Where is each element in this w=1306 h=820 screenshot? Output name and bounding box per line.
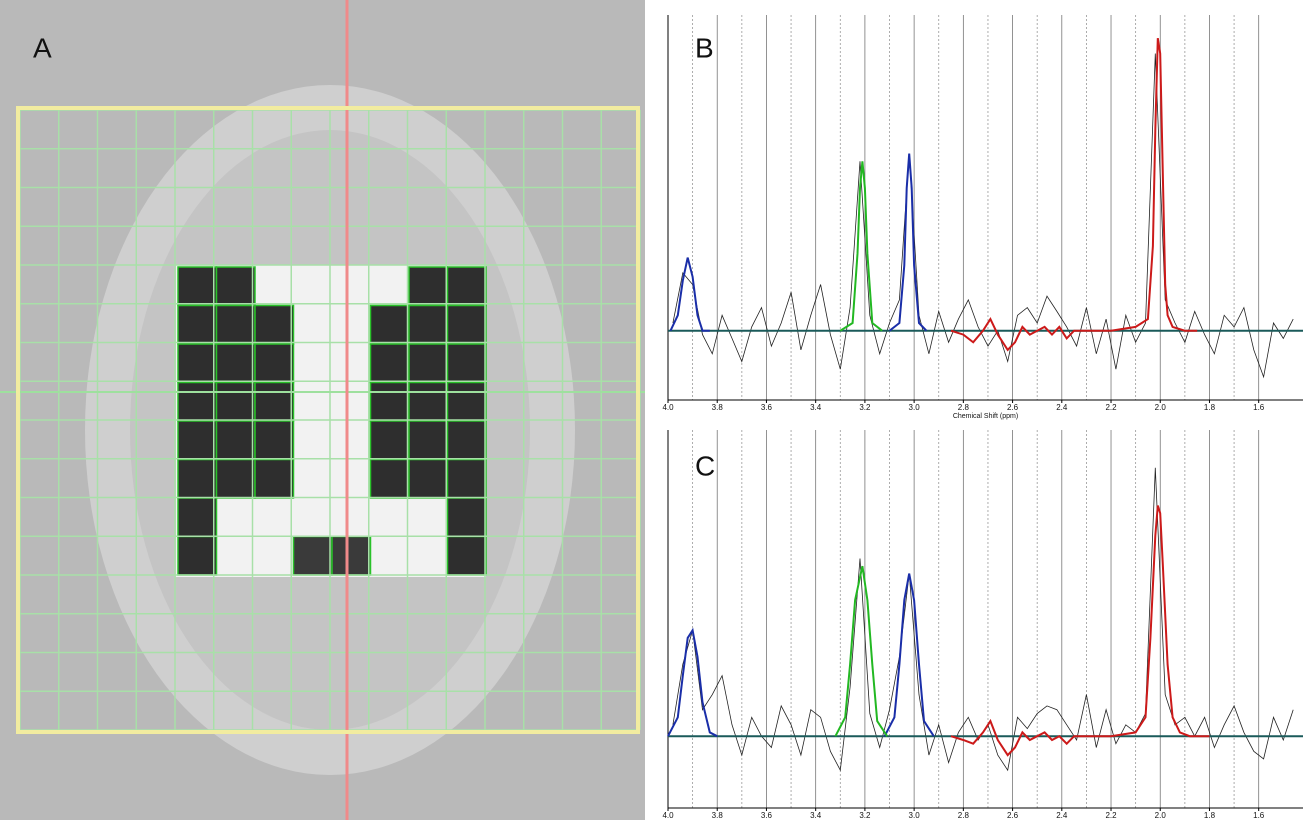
voxel bbox=[177, 420, 218, 461]
voxel bbox=[177, 381, 218, 422]
spectrum-line bbox=[883, 573, 935, 737]
spectrum-line bbox=[839, 161, 883, 332]
x-tick-label: 2.2 bbox=[1105, 811, 1117, 820]
voxel bbox=[254, 381, 295, 422]
voxel bbox=[254, 420, 295, 461]
x-tick-label: 1.8 bbox=[1204, 403, 1216, 412]
voxel bbox=[215, 381, 256, 422]
spectrum-line bbox=[950, 37, 1198, 352]
voxel bbox=[408, 304, 449, 345]
x-tick-label: 1.6 bbox=[1253, 403, 1265, 412]
voxel bbox=[369, 343, 410, 384]
x-tick-label: 2.6 bbox=[1007, 403, 1019, 412]
panel-label: C bbox=[695, 450, 715, 481]
voxel bbox=[408, 266, 449, 307]
fov-box bbox=[16, 106, 640, 734]
spectrum-line bbox=[950, 505, 1210, 757]
voxel bbox=[446, 266, 487, 307]
voxel bbox=[331, 535, 372, 576]
x-tick-label: 3.8 bbox=[712, 403, 724, 412]
x-tick-label: 3.2 bbox=[859, 403, 871, 412]
x-tick-label: 2.4 bbox=[1056, 403, 1068, 412]
panel-label: A bbox=[33, 32, 52, 63]
voxel bbox=[215, 266, 256, 307]
x-tick-label: 2.0 bbox=[1155, 811, 1167, 820]
voxel bbox=[446, 381, 487, 422]
voxel bbox=[408, 343, 449, 384]
x-tick-label: 3.4 bbox=[810, 403, 822, 412]
plot-area bbox=[668, 430, 1303, 808]
voxel bbox=[408, 458, 449, 499]
voxel bbox=[369, 458, 410, 499]
voxel bbox=[446, 304, 487, 345]
voxel bbox=[446, 497, 487, 538]
voxel bbox=[254, 343, 295, 384]
voxel bbox=[215, 420, 256, 461]
x-tick-label: 3.6 bbox=[761, 403, 773, 412]
x-tick-label: 1.8 bbox=[1204, 811, 1216, 820]
voxel bbox=[369, 381, 410, 422]
voxel bbox=[177, 304, 218, 345]
x-tick-label: 2.8 bbox=[958, 811, 970, 820]
x-axis-label: Chemical Shift (ppm) bbox=[953, 413, 1018, 420]
voxel bbox=[369, 420, 410, 461]
spectrum-line bbox=[672, 53, 1294, 379]
plot-area bbox=[668, 15, 1303, 400]
voxel bbox=[446, 420, 487, 461]
x-tick-label: 3.4 bbox=[810, 811, 822, 820]
mri-panel bbox=[0, 0, 645, 820]
x-tick-label: 2.0 bbox=[1155, 403, 1167, 412]
voxel bbox=[215, 343, 256, 384]
voxel bbox=[177, 497, 218, 538]
x-tick-label: 1.6 bbox=[1253, 811, 1265, 820]
voxel bbox=[177, 535, 218, 576]
spectrum-line bbox=[834, 565, 888, 737]
voxel bbox=[408, 381, 449, 422]
voxel bbox=[254, 304, 295, 345]
voxel bbox=[446, 535, 487, 576]
voxel bbox=[254, 458, 295, 499]
voxel bbox=[446, 343, 487, 384]
spectrum-line bbox=[888, 153, 928, 332]
x-tick-label: 2.4 bbox=[1056, 811, 1068, 820]
x-tick-label: 2.2 bbox=[1105, 403, 1117, 412]
voxel bbox=[177, 266, 218, 307]
spectrum-line bbox=[669, 257, 710, 332]
voxel bbox=[408, 420, 449, 461]
x-tick-label: 2.8 bbox=[958, 403, 970, 412]
x-tick-label: 3.8 bbox=[712, 811, 724, 820]
x-tick-label: 4.0 bbox=[662, 403, 674, 412]
voxel bbox=[446, 458, 487, 499]
spectrum-line bbox=[667, 627, 718, 738]
voxel bbox=[215, 304, 256, 345]
x-tick-label: 3.2 bbox=[859, 811, 871, 820]
x-tick-label: 3.0 bbox=[909, 811, 921, 820]
x-tick-label: 3.0 bbox=[909, 403, 921, 412]
voxel bbox=[292, 535, 333, 576]
x-tick-label: 3.6 bbox=[761, 811, 773, 820]
voxel bbox=[369, 304, 410, 345]
voxel bbox=[177, 343, 218, 384]
x-tick-label: 2.6 bbox=[1007, 811, 1019, 820]
panel-label: B bbox=[695, 32, 714, 63]
x-tick-label: 4.0 bbox=[662, 811, 674, 820]
voxel bbox=[215, 458, 256, 499]
voxel bbox=[177, 458, 218, 499]
